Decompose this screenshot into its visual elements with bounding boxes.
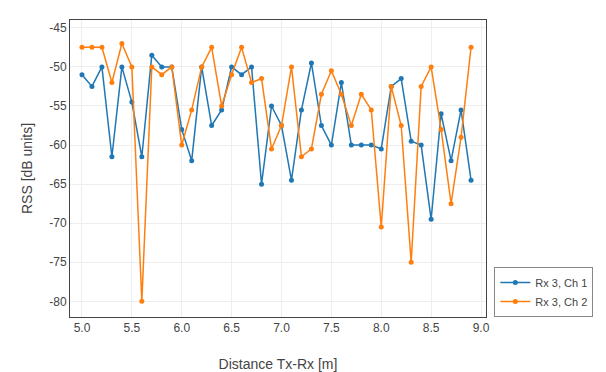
svg-text:Distance Tx-Rx [m]: Distance Tx-Rx [m] xyxy=(219,356,338,372)
svg-text:-65: -65 xyxy=(49,177,67,191)
svg-text:-55: -55 xyxy=(49,99,67,113)
svg-text:Rx 3, Ch 2: Rx 3, Ch 2 xyxy=(535,296,587,308)
svg-text:6.5: 6.5 xyxy=(223,321,240,335)
svg-text:-50: -50 xyxy=(49,60,67,74)
svg-text:8.5: 8.5 xyxy=(423,321,440,335)
svg-text:5.5: 5.5 xyxy=(124,321,141,335)
svg-text:9.0: 9.0 xyxy=(473,321,490,335)
svg-text:-70: -70 xyxy=(49,216,67,230)
svg-text:-80: -80 xyxy=(49,295,67,309)
svg-text:-45: -45 xyxy=(49,21,67,35)
svg-text:Rx 3, Ch 1: Rx 3, Ch 1 xyxy=(535,277,587,289)
svg-text:5.0: 5.0 xyxy=(74,321,91,335)
svg-text:-75: -75 xyxy=(49,255,67,269)
svg-text:7.5: 7.5 xyxy=(323,321,340,335)
svg-text:6.0: 6.0 xyxy=(173,321,190,335)
svg-text:-60: -60 xyxy=(49,138,67,152)
svg-text:7.0: 7.0 xyxy=(273,321,290,335)
svg-text:8.0: 8.0 xyxy=(373,321,390,335)
svg-text:RSS [dB units]: RSS [dB units] xyxy=(19,123,35,214)
